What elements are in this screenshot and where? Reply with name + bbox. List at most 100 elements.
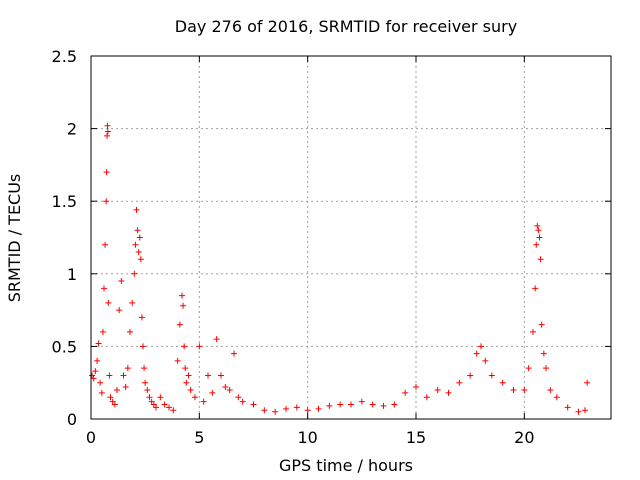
data-point [369,401,376,408]
data-point [226,386,233,393]
data-point [536,234,543,241]
data-point [141,365,148,372]
grid-lines [91,56,611,419]
data-point [337,401,344,408]
data-point [467,372,474,379]
data-point [144,386,151,393]
data-point [183,379,190,386]
data-point [283,405,289,412]
data-point [434,386,441,393]
data-point [358,398,365,405]
data-point [478,343,484,350]
data-point [213,336,220,343]
data-point [103,169,110,176]
data-point [530,328,536,335]
data-point [142,379,149,386]
data-point [538,321,545,328]
data-point [209,389,216,396]
data-point [104,128,111,135]
data-point [272,408,279,415]
data-point [510,386,517,393]
data-point [146,394,153,401]
y-tick-label: 0.5 [52,337,77,356]
data-point [118,278,125,285]
data-point [182,365,189,372]
y-axis-label: SRMTID / TECUs [5,174,24,303]
data-point [222,384,229,391]
plot-frame [90,55,612,420]
data-point [107,394,114,401]
data-point [235,394,242,401]
data-point [196,343,203,350]
data-point [532,285,539,292]
data-point [535,227,542,234]
data-point [543,365,549,372]
data-point [540,350,547,357]
data-point [137,256,144,263]
data-point [136,234,143,241]
y-tick-label: 1.5 [52,192,77,211]
data-point [239,398,246,405]
data-point [92,368,99,375]
data-point [584,379,591,386]
data-point [564,404,571,411]
data-point [140,343,146,350]
x-tick-label: 0 [86,428,96,447]
x-tick-label: 10 [297,428,317,447]
data-point [170,407,177,414]
x-tick-label: 20 [514,428,534,447]
data-point [105,299,112,306]
data-point [521,386,528,393]
data-point [547,386,554,393]
data-point [293,404,300,411]
data-point [582,407,588,414]
data-point [98,389,105,396]
data-point [200,398,207,405]
data-point [129,299,136,306]
data-point [391,401,398,408]
data-point [488,372,495,379]
y-tick-label: 1 [67,265,77,284]
data-point [482,357,489,364]
data-point [348,401,354,408]
data-point [176,321,183,328]
data-point [124,365,131,372]
data-point [114,386,120,393]
data-point [161,401,168,408]
data-point [537,256,544,263]
x-tick-labels: 0 5 10 15 20 [86,428,535,447]
data-point [166,404,172,411]
data-point [180,302,187,309]
data-point [90,375,97,382]
data-point [473,350,480,357]
data-point [131,270,138,277]
data-point [104,122,111,129]
chart-title: Day 276 of 2016, SRMTID for receiver sur… [175,17,517,36]
data-point [94,357,101,364]
data-point [534,222,541,229]
data-point [402,389,409,396]
data-point [103,198,110,205]
data-point [326,402,333,409]
axis-ticks [90,55,611,420]
data-point [116,307,123,314]
data-point [99,328,106,335]
data-point [101,285,107,292]
data-point [533,241,540,248]
data-point [153,404,159,411]
data-point [205,372,211,379]
data-point [456,379,463,386]
data-point [185,372,192,379]
data-point [525,365,532,372]
data-point [179,292,185,299]
y-tick-label: 0 [67,410,77,429]
data-point [192,394,198,401]
data-point [132,241,139,248]
data-point [304,407,311,414]
data-point [122,384,129,391]
data-point [135,249,142,256]
data-points [89,122,591,415]
data-point [413,384,419,391]
data-point [445,389,452,396]
